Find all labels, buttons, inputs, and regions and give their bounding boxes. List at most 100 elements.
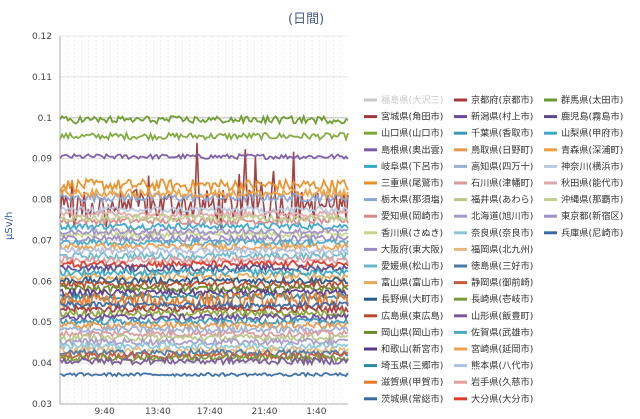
series-line [59,130,349,143]
legend-label: 三重県(尾鷲市) [381,177,443,189]
series-line [59,152,349,161]
x-tick-label: 1:40 [306,407,326,415]
y-tick-label: 0.05 [32,318,52,328]
legend-label: 奈良県(奈良市) [471,227,533,239]
series-line [59,142,349,231]
series-line [59,299,349,311]
legend-label: 栃木県(那須塩) [381,194,443,206]
legend-label: 鳥取県(日野町) [471,144,533,156]
legend-label: 福井県(あわら) [471,194,533,206]
y-axis-label: μSv/h [4,211,15,240]
legend-label: 広島県(東広島) [381,310,443,322]
y-tick-label: 0.11 [32,73,52,83]
legend-label: 愛知県(岡崎市) [381,210,443,222]
series-line [59,237,349,249]
legend-label: 福岡県(北九州) [471,243,533,255]
legend-label: 京都府(京都市) [471,94,533,106]
series-line [59,275,349,286]
legend-label: 東京都(新宿区) [561,210,623,222]
series-line [59,355,349,367]
series-line [59,290,349,312]
axes: 0.03 0.04 0.05 0.06 0.07 0.08 0.09 0.1 0.11 0.12 9… [32,32,348,417]
y-tick-label: 0.09 [32,155,52,165]
series-line [59,212,349,224]
series-line [59,270,349,283]
series-line [59,312,349,323]
legend-label: 佐賀県(武雄市) [471,326,533,338]
series-line [59,282,349,295]
series-line [59,315,349,328]
legend-label: 徳島県(三好市) [471,260,533,272]
legend-label: 秋田県(能代市) [561,177,623,189]
x-tick-label: 17:40 [197,407,223,415]
legend-label: 大分県(大分市) [471,393,533,405]
series-line [59,208,349,220]
series-line [59,287,349,299]
legend-label: 熊本県(八代市) [471,360,533,372]
series-line [59,245,349,257]
series-line [59,347,349,359]
x-tick-label: 21:40 [252,407,278,415]
series-line [59,327,349,340]
legend-label: 岡山県(岡山市) [381,326,443,338]
legend: 福島県(大沢三) 宮城県(角田市) 山口県(山口市) 島根県(奥出雲) 岐阜県(下呂市)… [364,94,623,405]
legend-label: 愛媛県(松山市) [381,260,443,272]
y-tick-label: 0.08 [32,196,52,206]
legend-label: 和歌山(新宮市) [381,343,443,355]
legend-label: 神奈川(横浜市) [561,160,623,172]
series-line [59,186,349,201]
legend-label: 富山県(富山市) [381,277,443,289]
legend-label: 山梨県(甲府市) [561,127,623,139]
y-tick-label: 0.03 [32,400,52,410]
legend-label: 鹿児島(霧島市) [561,111,623,123]
legend-label: 千葉県(香取市) [471,127,533,139]
series-line [59,232,349,245]
series-line [59,191,349,205]
series-line [59,371,349,378]
legend-label: 静岡県(御前崎) [471,277,533,289]
legend-label: 長崎県(壱岐市) [471,293,533,305]
series-line [59,303,349,315]
legend-label: 高知県(四万十) [471,160,533,172]
legend-label: 埼玉県(三郷市) [381,360,443,372]
legend-label: 福島県(大沢三) [381,94,443,106]
legend-label: 青森県(深浦町) [561,144,623,156]
y-tick-label: 0.04 [32,359,52,369]
legend-label: 茨城県(常総市) [381,393,443,405]
legend-label: 大阪府(東大阪) [381,243,443,255]
y-tick-label: 0.12 [32,32,52,42]
legend-label: 長野県(大町市) [381,293,443,305]
series-line [59,221,349,232]
legend-label: 沖縄県(那覇市) [561,194,623,206]
legend-label: 北海道(旭川市) [471,210,533,222]
legend-label: 山口県(山口市) [381,127,443,139]
y-tick-label: 0.07 [32,236,52,246]
legend-label: 新潟県(村上市) [471,111,533,123]
x-tick-label: 13:40 [145,407,171,415]
x-tick-label: 9:40 [95,407,115,415]
series-line [59,205,349,215]
series-line [59,324,349,335]
series-line [59,262,349,275]
y-tick-label: 0.06 [32,277,52,287]
series-line [59,226,349,237]
series-line [59,113,349,126]
series-line [59,176,349,195]
series-layer [59,113,349,378]
legend-label: 滋賀県(甲賀市) [381,376,443,388]
legend-label: 島根県(奥出雲) [381,144,443,156]
legend-label: 宮城県(角田市) [381,111,443,123]
legend-label: 石川県(津幡町) [471,177,533,189]
chart-title: (日間) [288,12,325,27]
legend-label: 山形県(飯豊町) [471,310,533,322]
legend-label: 香川県(さぬき) [381,228,443,239]
legend-label: 宮崎県(延岡市) [471,343,533,355]
series-line [59,266,349,279]
legend-label: 兵庫県(尼崎市) [561,227,623,239]
legend-label: 岩手県(久慈市) [471,376,533,388]
legend-label: 群馬県(太田市) [561,94,623,106]
legend-label: 岐阜県(下呂市) [381,160,443,172]
y-tick-label: 0.1 [38,114,52,124]
